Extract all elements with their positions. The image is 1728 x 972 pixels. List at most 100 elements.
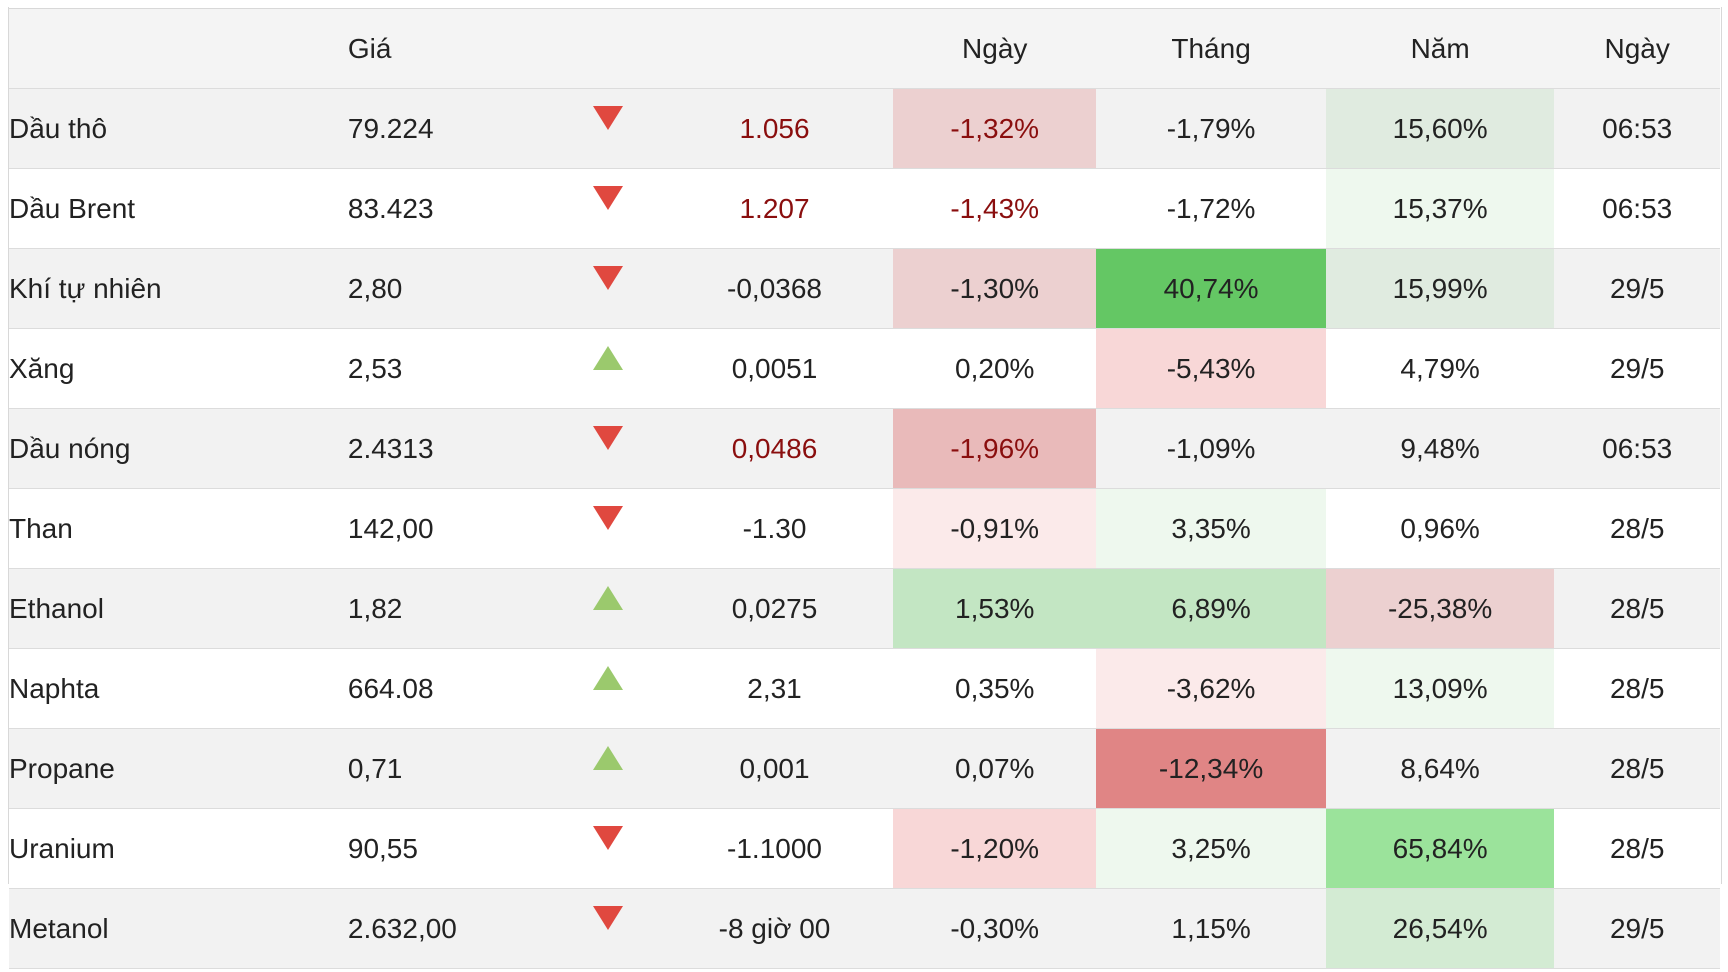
triangle-down-icon: [593, 425, 624, 450]
commodity-name-link[interactable]: Dầu Brent: [9, 168, 348, 249]
price-value: 90,55: [347, 808, 561, 889]
commodity-name-link[interactable]: Dầu thô: [9, 88, 348, 169]
direction-cell: [560, 168, 656, 249]
header-year[interactable]: Năm: [1325, 8, 1555, 89]
header-day[interactable]: Ngày: [893, 8, 1097, 89]
change-value: 0,0486: [655, 408, 894, 489]
change-value: 0,0051: [655, 328, 894, 409]
update-time: 28/5: [1554, 648, 1720, 729]
table-row[interactable]: Dầu nóng 2.4313 0,0486 -1,96% -1,09% 9,48% 06:…: [9, 408, 1720, 489]
day-change-percent: 1,53%: [893, 568, 1097, 649]
direction-cell: [560, 248, 656, 329]
commodity-name-link[interactable]: Propane: [9, 728, 348, 809]
triangle-up-icon: [593, 345, 624, 370]
change-value: -1.1000: [655, 808, 894, 889]
year-change-percent: 0,96%: [1325, 488, 1555, 569]
direction-cell: [560, 488, 656, 569]
day-change-percent: -1,96%: [893, 408, 1097, 489]
change-value: -8 giờ 00: [655, 888, 894, 969]
price-value: 79.224: [347, 88, 561, 169]
direction-cell: [560, 888, 656, 969]
update-time: 28/5: [1554, 568, 1720, 649]
change-value: -1.30: [655, 488, 894, 569]
table-row[interactable]: Than 142,00 -1.30 -0,91% 3,35% 0,96% 28/5: [9, 488, 1720, 569]
price-value: 83.423: [347, 168, 561, 249]
year-change-percent: 65,84%: [1325, 808, 1555, 889]
month-change-percent: 1,15%: [1096, 888, 1326, 969]
price-value: 2.632,00: [347, 888, 561, 969]
header-month[interactable]: Tháng: [1096, 8, 1326, 89]
table-row[interactable]: Uranium 90,55 -1.1000 -1,20% 3,25% 65,84% 28/5: [9, 808, 1720, 889]
commodity-table: Giá Ngày Tháng Năm Ngày Dầu thô 79.224 1.0…: [9, 8, 1720, 969]
year-change-percent: 4,79%: [1325, 328, 1555, 409]
direction-cell: [560, 408, 656, 489]
direction-cell: [560, 808, 656, 889]
table-row[interactable]: Naphta 664.08 2,31 0,35% -3,62% 13,09% 28/5: [9, 648, 1720, 729]
update-time: 06:53: [1554, 168, 1720, 249]
month-change-percent: -1,72%: [1096, 168, 1326, 249]
commodity-name-link[interactable]: Metanol: [9, 888, 348, 969]
day-change-percent: 0,07%: [893, 728, 1097, 809]
month-change-percent: 40,74%: [1096, 248, 1326, 329]
header-price[interactable]: Giá: [347, 8, 561, 89]
year-change-percent: 13,09%: [1325, 648, 1555, 729]
change-value: 0,001: [655, 728, 894, 809]
month-change-percent: 3,25%: [1096, 808, 1326, 889]
month-change-percent: 6,89%: [1096, 568, 1326, 649]
header-time[interactable]: Ngày: [1554, 8, 1720, 89]
direction-cell: [560, 648, 656, 729]
day-change-percent: 0,20%: [893, 328, 1097, 409]
change-value: 1.207: [655, 168, 894, 249]
table-row[interactable]: Dầu thô 79.224 1.056 -1,32% -1,79% 15,60% 06:5…: [9, 88, 1720, 169]
table-row[interactable]: Khí tự nhiên 2,80 -0,0368 -1,30% 40,74% 15,99…: [9, 248, 1720, 329]
price-value: 142,00: [347, 488, 561, 569]
day-change-percent: 0,35%: [893, 648, 1097, 729]
header-change[interactable]: [655, 8, 894, 89]
month-change-percent: -12,34%: [1096, 728, 1326, 809]
table-row[interactable]: Ethanol 1,82 0,0275 1,53% 6,89% -25,38% 28/5: [9, 568, 1720, 649]
triangle-down-icon: [593, 265, 624, 290]
update-time: 28/5: [1554, 728, 1720, 809]
day-change-percent: -0,91%: [893, 488, 1097, 569]
price-value: 2,53: [347, 328, 561, 409]
year-change-percent: 15,37%: [1325, 168, 1555, 249]
direction-cell: [560, 328, 656, 409]
month-change-percent: -1,79%: [1096, 88, 1326, 169]
triangle-down-icon: [593, 905, 624, 930]
triangle-down-icon: [593, 185, 624, 210]
day-change-percent: -1,43%: [893, 168, 1097, 249]
table-row[interactable]: Xăng 2,53 0,0051 0,20% -5,43% 4,79% 29/5: [9, 328, 1720, 409]
commodity-name-link[interactable]: Khí tự nhiên: [9, 248, 348, 329]
update-time: 29/5: [1554, 248, 1720, 329]
commodity-name-link[interactable]: Xăng: [9, 328, 348, 409]
commodity-name-link[interactable]: Naphta: [9, 648, 348, 729]
header-name[interactable]: [9, 8, 348, 89]
price-value: 0,71: [347, 728, 561, 809]
triangle-down-icon: [593, 505, 624, 530]
table-body: Dầu thô 79.224 1.056 -1,32% -1,79% 15,60% 06:5…: [9, 88, 1720, 969]
update-time: 06:53: [1554, 408, 1720, 489]
table-header: Giá Ngày Tháng Năm Ngày: [9, 8, 1720, 89]
month-change-percent: -3,62%: [1096, 648, 1326, 729]
table-row[interactable]: Dầu Brent 83.423 1.207 -1,43% -1,72% 15,37% 06…: [9, 168, 1720, 249]
table-row[interactable]: Metanol 2.632,00 -8 giờ 00 -0,30% 1,15% 26,54…: [9, 888, 1720, 969]
commodity-name-link[interactable]: Dầu nóng: [9, 408, 348, 489]
direction-cell: [560, 568, 656, 649]
price-value: 2.4313: [347, 408, 561, 489]
direction-cell: [560, 88, 656, 169]
price-value: 1,82: [347, 568, 561, 649]
year-change-percent: 15,60%: [1325, 88, 1555, 169]
change-value: 1.056: [655, 88, 894, 169]
commodity-name-link[interactable]: Uranium: [9, 808, 348, 889]
year-change-percent: 15,99%: [1325, 248, 1555, 329]
update-time: 28/5: [1554, 488, 1720, 569]
commodity-name-link[interactable]: Ethanol: [9, 568, 348, 649]
commodity-name-link[interactable]: Than: [9, 488, 348, 569]
table-row[interactable]: Propane 0,71 0,001 0,07% -12,34% 8,64% 28/5: [9, 728, 1720, 809]
change-value: -0,0368: [655, 248, 894, 329]
change-value: 0,0275: [655, 568, 894, 649]
month-change-percent: 3,35%: [1096, 488, 1326, 569]
update-time: 29/5: [1554, 328, 1720, 409]
year-change-percent: 26,54%: [1325, 888, 1555, 969]
day-change-percent: -1,20%: [893, 808, 1097, 889]
